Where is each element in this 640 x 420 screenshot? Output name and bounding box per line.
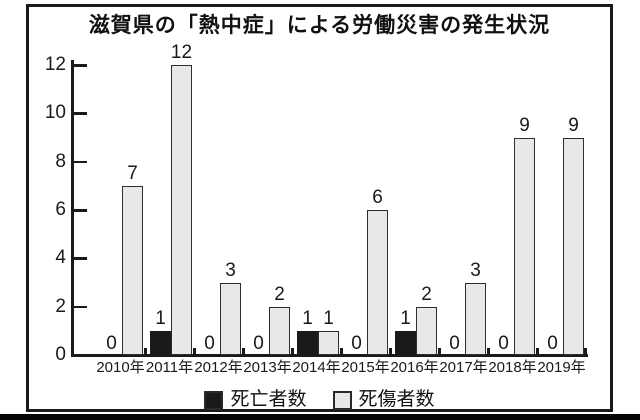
legend-label: 死亡者数 xyxy=(230,389,307,410)
bar-value-label: 0 xyxy=(547,333,558,354)
bar-死亡者数-2014年 xyxy=(297,330,318,355)
bar-value-label: 9 xyxy=(568,114,579,136)
bar-死傷者数-2015年 xyxy=(367,210,388,355)
legend-swatch-icon xyxy=(204,390,224,410)
bar-value-label: 0 xyxy=(351,333,362,354)
x-axis-group-tick xyxy=(193,348,196,355)
x-category-label: 2019年 xyxy=(537,359,586,376)
bar-死傷者数-2019年 xyxy=(563,137,584,355)
bar-value-label: 9 xyxy=(519,114,530,136)
bar-value-label: 1 xyxy=(323,307,334,329)
bar-value-label: 1 xyxy=(155,307,166,329)
x-category-label: 2016年 xyxy=(390,359,439,376)
y-axis-line xyxy=(71,60,74,357)
y-axis-tick-label: 6 xyxy=(55,199,66,220)
bar-死傷者数-2017年 xyxy=(465,282,486,355)
x-category-label: 2010年 xyxy=(96,359,145,376)
x-axis-group-tick xyxy=(389,348,392,355)
bar-死傷者数-2018年 xyxy=(514,137,535,355)
x-axis-group-tick xyxy=(291,348,294,355)
x-category-label: 2015年 xyxy=(341,359,390,376)
bar-value-label: 1 xyxy=(302,307,313,329)
y-axis-tick xyxy=(73,257,87,260)
y-axis-tick-label: 12 xyxy=(44,54,66,75)
y-axis-tick xyxy=(73,160,87,164)
bar-value-label: 12 xyxy=(170,42,193,63)
y-axis-tick-label: 8 xyxy=(55,150,66,172)
bar-死傷者数-2013年 xyxy=(269,306,290,355)
bar-死亡者数-2011年 xyxy=(150,330,171,355)
y-axis-tick-label: 2 xyxy=(55,295,66,317)
x-axis-group-tick xyxy=(536,348,539,355)
x-category-label: 2014年 xyxy=(292,359,341,376)
y-axis-tick-label: 10 xyxy=(44,102,66,124)
y-axis-tick xyxy=(73,112,87,115)
bar-value-label: 0 xyxy=(253,333,264,354)
legend-swatch-icon xyxy=(332,390,352,410)
x-category-label: 2017年 xyxy=(439,359,488,376)
y-axis-tick xyxy=(73,209,87,212)
x-category-label: 2011年 xyxy=(145,359,194,376)
legend-label: 死傷者数 xyxy=(358,389,435,410)
x-category-label: 2012年 xyxy=(194,359,243,376)
x-axis-group-tick xyxy=(438,348,441,355)
x-axis-end-tick xyxy=(584,348,587,355)
page-bottom-rule xyxy=(0,414,640,420)
bar-死傷者数-2011年 xyxy=(171,65,192,355)
y-axis-tick-label: 0 xyxy=(55,344,66,365)
bar-死傷者数-2010年 xyxy=(122,185,143,355)
x-axis-group-tick xyxy=(144,348,147,355)
legend-item-死亡者数: 死亡者数 xyxy=(204,389,307,411)
bar-value-label: 0 xyxy=(106,333,117,354)
x-category-label: 2018年 xyxy=(488,359,537,376)
x-axis-group-tick xyxy=(340,348,343,355)
chart-title: 滋賀県の「熱中症」による労働災害の発生状況 xyxy=(88,14,551,37)
y-axis-tick xyxy=(73,64,87,67)
y-axis-tick-label: 4 xyxy=(55,247,66,269)
bar-死亡者数-2016年 xyxy=(395,330,416,355)
bar-value-label: 0 xyxy=(449,333,460,354)
bar-value-label: 2 xyxy=(421,283,432,305)
bar-value-label: 0 xyxy=(498,333,509,354)
x-category-label: 2013年 xyxy=(243,359,292,376)
bar-死傷者数-2014年 xyxy=(318,330,339,355)
bar-死傷者数-2012年 xyxy=(220,282,241,355)
x-axis-line xyxy=(71,354,588,357)
bar-value-label: 3 xyxy=(225,259,236,281)
bar-value-label: 0 xyxy=(204,333,215,354)
bar-value-label: 7 xyxy=(127,162,138,184)
y-axis-tick xyxy=(73,305,87,309)
bar-value-label: 2 xyxy=(274,283,285,305)
bar-value-label: 6 xyxy=(372,187,383,208)
chart-legend: 死亡者数 死傷者数 xyxy=(26,388,613,412)
bar-死傷者数-2016年 xyxy=(416,306,437,355)
x-axis-group-tick xyxy=(242,348,245,355)
bar-value-label: 3 xyxy=(470,259,481,281)
x-axis-group-tick xyxy=(487,348,490,355)
legend-item-死傷者数: 死傷者数 xyxy=(332,389,435,411)
bar-value-label: 1 xyxy=(400,307,411,329)
